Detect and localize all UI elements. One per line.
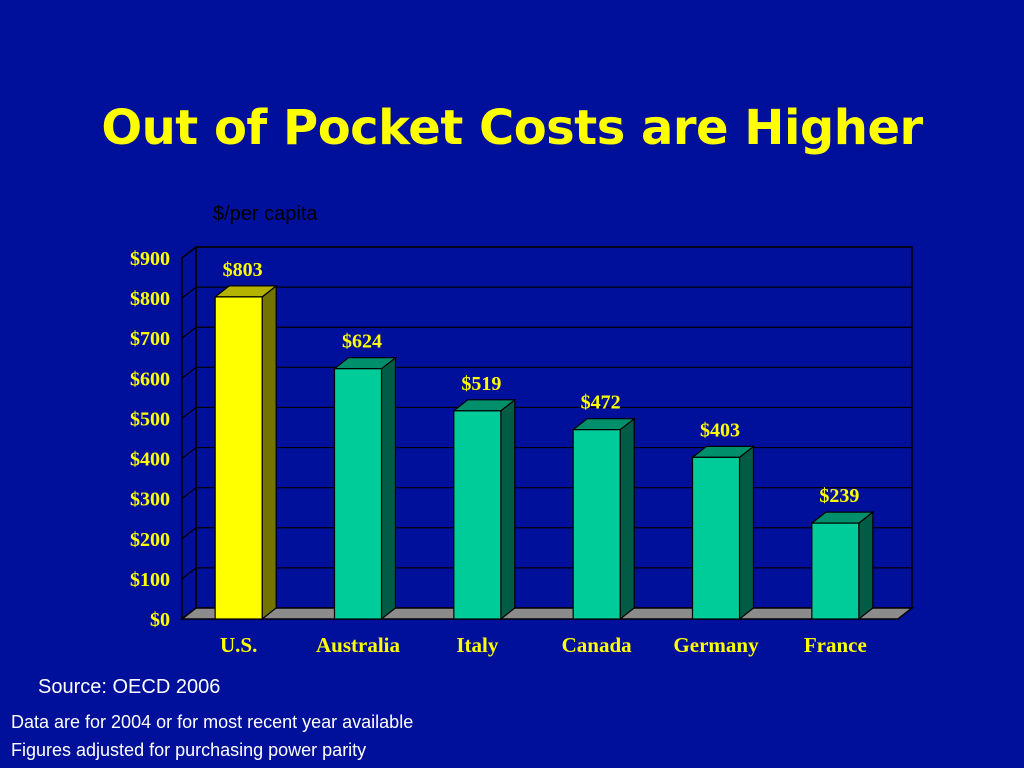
plot-back-wall: [195, 246, 913, 609]
x-tick-label: Canada: [562, 633, 633, 657]
y-tick-label: $400: [130, 449, 170, 471]
y-axis-unit-label: $/per capita: [213, 203, 318, 225]
x-tick-label: Italy: [456, 633, 499, 657]
bar: [691, 456, 741, 620]
y-tick-label: $300: [130, 489, 170, 511]
bar-side: [261, 284, 277, 621]
y-tick-label: $100: [130, 569, 170, 591]
bar-side: [738, 445, 755, 621]
data-label: $519: [461, 373, 501, 395]
gridline-side: [181, 366, 197, 379]
bar: [453, 410, 502, 620]
gridline-side: [181, 527, 197, 540]
data-label: $239: [819, 485, 859, 507]
data-label: $624: [342, 331, 382, 353]
gridline-side: [181, 487, 197, 500]
y-tick-label: $600: [130, 368, 170, 390]
y-tick-label: $700: [130, 328, 170, 350]
y-tick-label: $800: [130, 288, 170, 310]
bar-side: [858, 510, 874, 621]
plot-floor: [179, 607, 915, 620]
footnote-ppp: Figures adjusted for purchasing power pa…: [11, 740, 367, 760]
x-tick-label: U.S.: [220, 633, 257, 657]
y-tick-label: $200: [130, 529, 170, 551]
bar-side: [619, 417, 635, 621]
x-tick-label: Germany: [673, 633, 759, 657]
plot-side-wall: [181, 245, 197, 621]
y-tick-label: $500: [130, 408, 170, 430]
bar: [333, 368, 383, 620]
y-tick-label: $0: [150, 609, 170, 631]
slide-title: Out of Pocket Costs are Higher: [101, 100, 923, 156]
bar-side: [380, 356, 397, 621]
gridline-side: [181, 286, 197, 299]
bar: [572, 429, 621, 620]
bar-side: [500, 398, 516, 621]
x-tick-label: France: [804, 633, 867, 657]
x-tick-label: Australia: [316, 633, 401, 657]
gridline-side: [181, 567, 197, 580]
footnote-data-year: Data are for 2004 or for most recent yea…: [11, 712, 414, 732]
gridline-side: [181, 406, 197, 419]
source-note: Source: OECD 2006: [38, 676, 221, 698]
gridline-side: [181, 326, 197, 339]
gridline-side: [181, 447, 197, 460]
data-label: $472: [581, 392, 621, 414]
bar: [214, 296, 263, 620]
y-tick-label: $900: [130, 248, 170, 270]
gridline-side: [181, 246, 197, 259]
data-label: $403: [700, 419, 740, 441]
data-label: $803: [223, 259, 263, 281]
bar: [811, 522, 860, 620]
